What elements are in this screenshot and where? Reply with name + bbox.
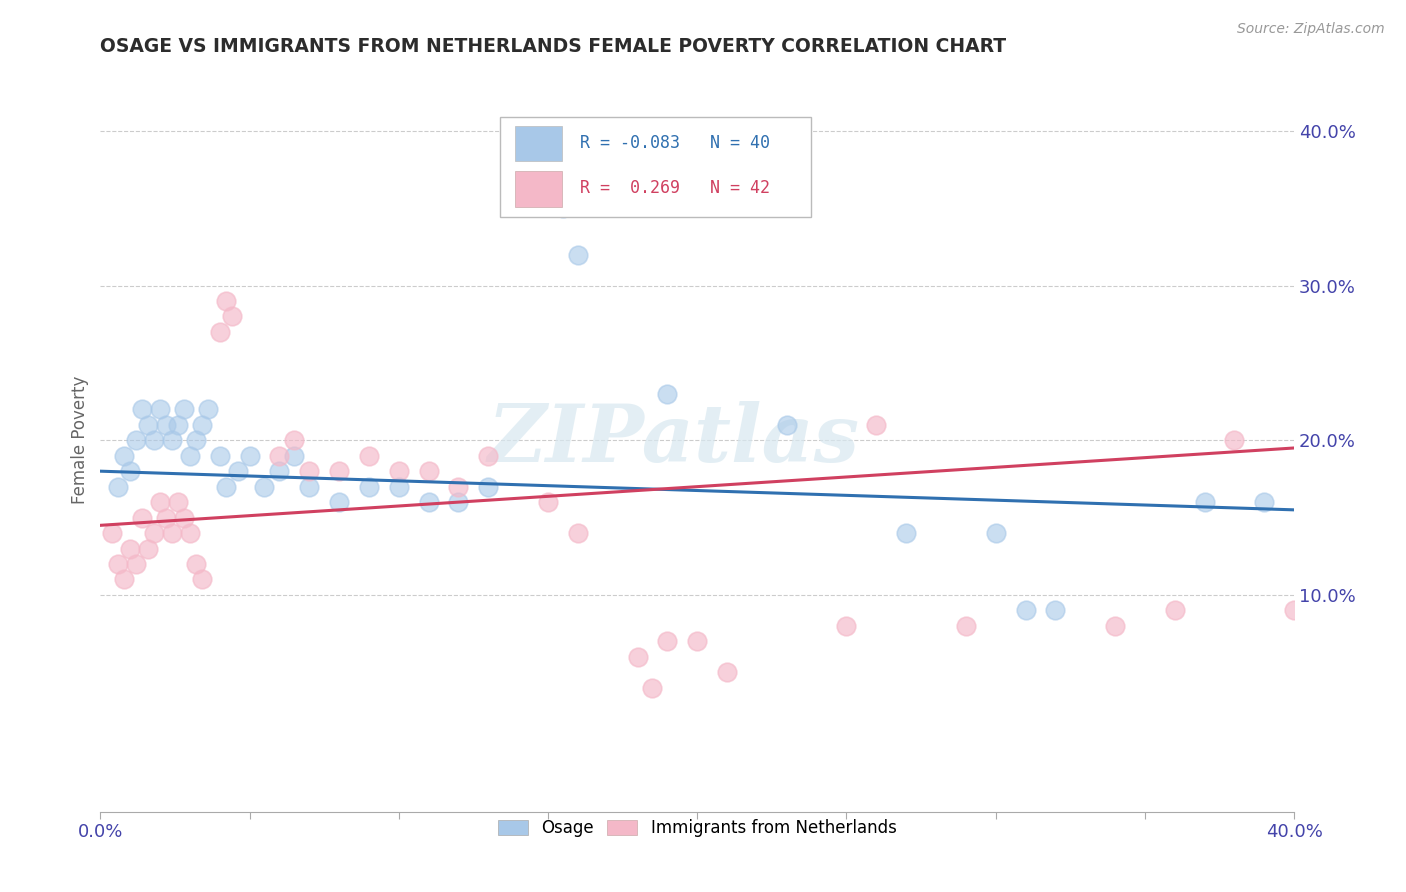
Point (1014, 603, 1036, 617)
Point (477, 480, 499, 494)
Text: R =  0.269   N = 42: R = 0.269 N = 42 (581, 179, 770, 197)
Point (1282, 603, 1305, 617)
Point (1253, 495, 1275, 509)
Point (101, 526, 124, 541)
Point (776, 417, 799, 432)
Point (447, 480, 470, 494)
Point (107, 480, 129, 494)
Point (215, 293, 238, 308)
Point (328, 464, 350, 478)
Point (208, 325, 231, 339)
Point (298, 480, 321, 494)
Point (136, 417, 159, 432)
Point (357, 449, 380, 463)
Text: ZIPatlas: ZIPatlas (488, 401, 859, 479)
Point (160, 434, 183, 448)
Point (716, 665, 738, 680)
Point (894, 526, 917, 541)
Point (955, 619, 977, 633)
Point (125, 557, 148, 571)
Point (149, 495, 172, 509)
Point (155, 417, 177, 432)
Point (567, 247, 589, 261)
Text: R = -0.083   N = 40: R = -0.083 N = 40 (581, 134, 770, 152)
Point (179, 449, 201, 463)
Point (657, 634, 679, 648)
Point (112, 573, 135, 587)
Point (155, 510, 177, 524)
Point (112, 449, 135, 463)
Point (120, 464, 142, 478)
Point (197, 402, 219, 417)
Point (143, 434, 166, 448)
Point (107, 557, 129, 571)
Point (136, 541, 159, 556)
Point (418, 495, 440, 509)
Point (298, 464, 321, 478)
Point (179, 526, 201, 541)
Point (184, 434, 207, 448)
Point (226, 464, 249, 478)
Point (221, 310, 243, 324)
Point (537, 495, 560, 509)
Point (173, 510, 195, 524)
Point (131, 510, 153, 524)
Point (143, 526, 166, 541)
Point (447, 495, 470, 509)
Point (328, 495, 350, 509)
Point (120, 541, 142, 556)
Point (208, 449, 231, 463)
Point (283, 449, 305, 463)
Point (269, 464, 291, 478)
Point (173, 402, 195, 417)
Point (418, 464, 440, 478)
Point (357, 480, 380, 494)
Point (567, 526, 589, 541)
Text: Source: ZipAtlas.com: Source: ZipAtlas.com (1237, 22, 1385, 37)
Point (657, 387, 679, 401)
Point (184, 557, 207, 571)
FancyBboxPatch shape (501, 117, 811, 218)
Point (191, 573, 214, 587)
Point (1194, 495, 1216, 509)
Point (160, 526, 183, 541)
Point (239, 449, 262, 463)
Point (149, 402, 172, 417)
Point (215, 480, 238, 494)
Point (984, 526, 1007, 541)
FancyBboxPatch shape (515, 126, 562, 161)
Point (1104, 619, 1126, 633)
Point (283, 434, 305, 448)
Legend: Osage, Immigrants from Netherlands: Osage, Immigrants from Netherlands (491, 813, 903, 844)
Point (477, 449, 499, 463)
FancyBboxPatch shape (515, 171, 562, 207)
Point (167, 495, 190, 509)
Point (835, 619, 858, 633)
Point (167, 417, 190, 432)
Point (1223, 434, 1246, 448)
Point (125, 434, 148, 448)
Text: OSAGE VS IMMIGRANTS FROM NETHERLANDS FEMALE POVERTY CORRELATION CHART: OSAGE VS IMMIGRANTS FROM NETHERLANDS FEM… (100, 37, 1007, 56)
Point (641, 681, 664, 695)
Point (388, 464, 411, 478)
Point (388, 480, 411, 494)
Point (269, 449, 291, 463)
Point (131, 402, 153, 417)
Point (1164, 603, 1187, 617)
Point (626, 649, 648, 664)
Point (551, 201, 574, 215)
Point (191, 417, 214, 432)
Point (865, 417, 887, 432)
Point (253, 480, 276, 494)
Y-axis label: Female Poverty: Female Poverty (72, 376, 89, 505)
Point (686, 634, 709, 648)
Point (1045, 603, 1067, 617)
